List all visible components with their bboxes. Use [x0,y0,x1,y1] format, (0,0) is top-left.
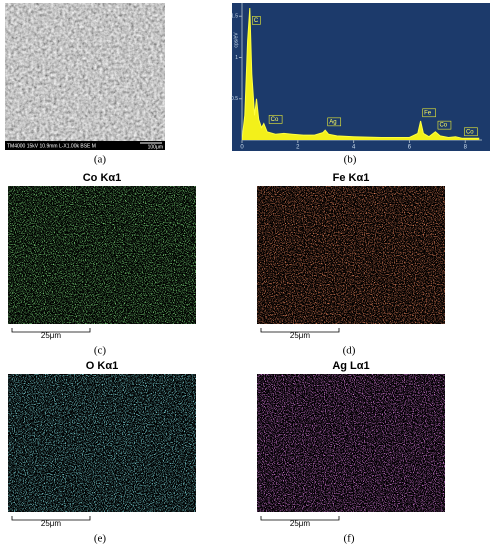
x-tick-label: 2 [296,145,300,151]
peak-label: Co [466,129,474,135]
map-title: O Kα1 [86,360,118,372]
x-tick-label: 4 [352,145,356,151]
y-tick-label: 1.5 [231,14,238,20]
map-title: Fe Kα1 [333,172,370,184]
peak-label: Fe [424,110,432,116]
peak-label: Co [439,123,447,129]
scale-label: 25μm [290,519,311,528]
map-title: Co Kα1 [83,172,122,184]
scale-label: 25μm [41,331,62,340]
caption: (d) [343,345,356,357]
caption: (a) [94,154,107,166]
scale-label: 25μm [41,519,62,528]
spectrum: 0 2 4 6 8 0.5 1 1.5 cps/eV C Co Ag Fe Co Co [231,3,482,151]
scale-label: 25μm [290,331,311,340]
y-tick-label: 1 [235,55,238,61]
sem-info: TM4000 15kV 10.9mm L-X1.00k BSE M [7,143,96,149]
peak-label: C [254,18,259,24]
peak-label: Ag [329,119,336,125]
peak-label-box [464,127,478,137]
peak-label-box [268,115,283,124]
caption: (c) [94,345,107,357]
scale-bar [11,328,91,333]
map-image [8,374,196,512]
peak-label: Co [271,117,279,123]
peak-label-box [422,108,436,118]
peak-label-box [252,16,261,25]
spectrum-background [232,3,490,151]
scale-bar [11,516,91,521]
peak-label-box [327,117,342,127]
peak-label-box [437,120,452,130]
caption: (f) [344,533,355,545]
map-image [257,374,445,512]
x-tick-label: 6 [408,145,412,151]
sem-scale: 100μm [148,144,163,150]
sem-texture [5,3,165,149]
y-unit: cps/eV [233,32,239,48]
sem-info-bar [5,141,165,150]
scale-bar [260,516,340,521]
caption: (e) [94,533,107,545]
map-image [257,186,445,324]
maps: Co Kα1 25μm (c) Fe Kα1 25μm (d) O Kα1 25μm (e) Ag… [8,172,445,545]
x-tick-label: 8 [464,145,468,151]
scale-bar [260,328,340,333]
spectrum-line [242,7,480,140]
map-image [8,186,196,324]
y-tick-label: 0.5 [231,96,238,102]
x-tick-label: 0 [240,145,244,151]
caption: (b) [344,154,357,166]
map-title: Ag Lα1 [332,360,369,372]
